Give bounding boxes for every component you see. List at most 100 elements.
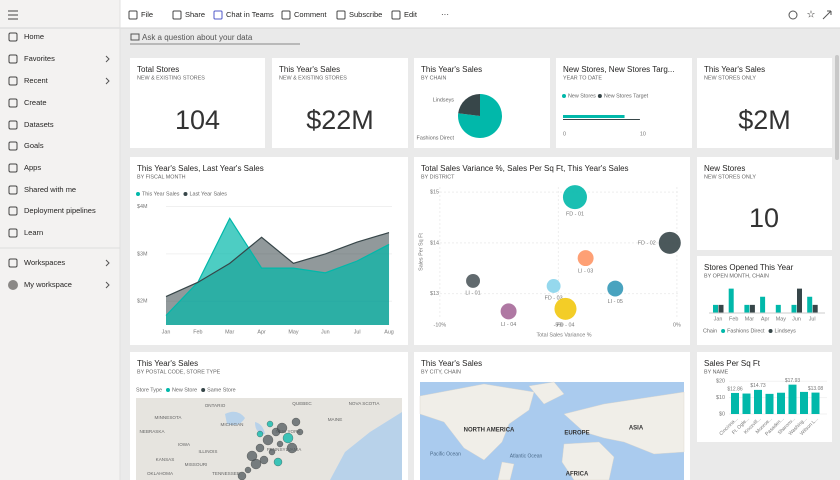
toolbar-button[interactable]: File — [141, 10, 153, 19]
tile-title: This Year's Sales — [421, 65, 482, 74]
map-bubble — [246, 450, 258, 462]
sidebar — [0, 0, 120, 480]
refresh-icon[interactable] — [788, 10, 798, 20]
map-bubble — [276, 422, 288, 434]
nav-icon — [8, 258, 18, 268]
toolbar-button[interactable]: Subscribe — [349, 10, 382, 19]
data-label: $17.93 — [785, 378, 801, 384]
toolbar-button[interactable]: Share — [185, 10, 205, 19]
bar — [777, 392, 785, 414]
tile-background — [414, 157, 690, 345]
nav-item[interactable]: Create — [24, 98, 47, 107]
scrollbar[interactable] — [835, 55, 839, 160]
fullscreen-icon[interactable] — [822, 10, 832, 20]
nav-item[interactable]: Shared with me — [24, 185, 76, 194]
x-axis-label: Total Sales Variance % — [536, 332, 591, 338]
toolbar-button[interactable]: Edit — [404, 10, 418, 19]
nav-item[interactable]: Datasets — [24, 120, 54, 129]
toolbar-icon — [213, 10, 223, 20]
toolbar-icon — [128, 10, 138, 20]
bar — [807, 296, 813, 313]
x-tick-label: Jan — [714, 316, 723, 322]
favorite-icon[interactable]: ☆ — [807, 10, 816, 21]
bubble-label: FD - 01 — [566, 212, 584, 218]
map-bubble — [276, 440, 284, 448]
map-lake — [225, 411, 265, 434]
nav-icon — [8, 54, 18, 64]
legend-title: Chain — [703, 328, 717, 334]
series-line — [165, 231, 390, 298]
bubble — [466, 273, 481, 288]
bubble — [554, 297, 577, 320]
legend-label: New Stores Target — [604, 93, 649, 99]
map-label: MICHIGAN — [221, 422, 244, 427]
map-bubble — [266, 420, 274, 428]
qna-input[interactable]: Ask a question about your data — [142, 33, 253, 42]
nav-item[interactable]: Workspaces — [24, 258, 65, 267]
nav-item[interactable]: Home — [24, 32, 44, 41]
tile-subtitle: BY POSTAL CODE, STORE TYPE — [137, 369, 221, 375]
tile-subtitle: YEAR TO DATE — [563, 75, 602, 81]
bar — [749, 304, 755, 313]
legend-label: Lindseys — [775, 328, 797, 334]
map-label: NEW YORK — [276, 429, 302, 434]
map-water — [330, 412, 402, 480]
tile-title: This Year's Sales — [704, 65, 765, 74]
bar — [728, 288, 734, 313]
x-tick-label: May — [776, 316, 786, 322]
map-label: IOWA — [178, 442, 191, 447]
toolbar-more[interactable]: ··· — [441, 10, 449, 19]
nav-item[interactable]: Recent — [24, 76, 49, 85]
y-tick-label: $3M — [137, 251, 148, 257]
y-tick-label: $10 — [716, 395, 725, 401]
map-label: MISSOURI — [185, 462, 208, 467]
nav-icon — [8, 185, 18, 195]
nav-item[interactable]: Deployment pipelines — [24, 206, 96, 215]
map-label: AFRICA — [566, 472, 589, 478]
map-land — [528, 381, 565, 405]
x-tick-label: Jul — [354, 329, 361, 335]
toolbar-button[interactable]: Chat in Teams — [226, 10, 274, 19]
tile-subtitle: BY DISTRICT — [421, 174, 455, 180]
nav-icon — [8, 32, 18, 42]
x-tick-label: Apr — [257, 329, 266, 335]
y-tick-label: $0 — [719, 411, 725, 417]
bar — [775, 304, 781, 313]
bar — [731, 392, 739, 414]
x-tick-label: Mar — [225, 329, 234, 335]
map-bubble — [296, 428, 304, 436]
bubble-label: LI - 03 — [578, 268, 593, 274]
tile-title: Sales Per Sq Ft — [704, 359, 761, 368]
nav-item[interactable]: Apps — [24, 163, 41, 172]
kpi-value: $22M — [306, 105, 374, 135]
nav-item[interactable]: My workspace — [24, 280, 72, 289]
bar — [754, 389, 762, 414]
map-label: TENNESSEE — [212, 471, 240, 476]
map-label: ONTARIO — [205, 403, 226, 408]
menu-icon[interactable] — [8, 10, 18, 20]
toolbar-button[interactable]: Comment — [294, 10, 327, 19]
tile-title: Total Sales Variance %, Sales Per Sq Ft,… — [421, 164, 629, 173]
tile-background — [272, 58, 408, 148]
nav-item[interactable]: Learn — [24, 228, 43, 237]
nav-item[interactable]: Goals — [24, 141, 44, 150]
bubble — [577, 250, 594, 267]
legend-dot — [136, 192, 140, 196]
nav-item[interactable]: Favorites — [24, 54, 55, 63]
x-tick-label: -5% — [554, 322, 564, 328]
tile-target: New Stores, New Stores Targ...YEAR TO DA… — [556, 58, 692, 148]
tile-title: This Year's Sales, Last Year's Sales — [137, 164, 264, 173]
data-label: $12.86 — [727, 386, 743, 392]
bar — [800, 391, 808, 414]
legend-dot — [768, 329, 773, 333]
nav-icon — [8, 98, 18, 108]
x-tick-label: 10 — [640, 131, 646, 137]
map-bubble — [262, 434, 274, 446]
target-bar — [563, 119, 640, 120]
sidebar-header — [0, 0, 120, 28]
